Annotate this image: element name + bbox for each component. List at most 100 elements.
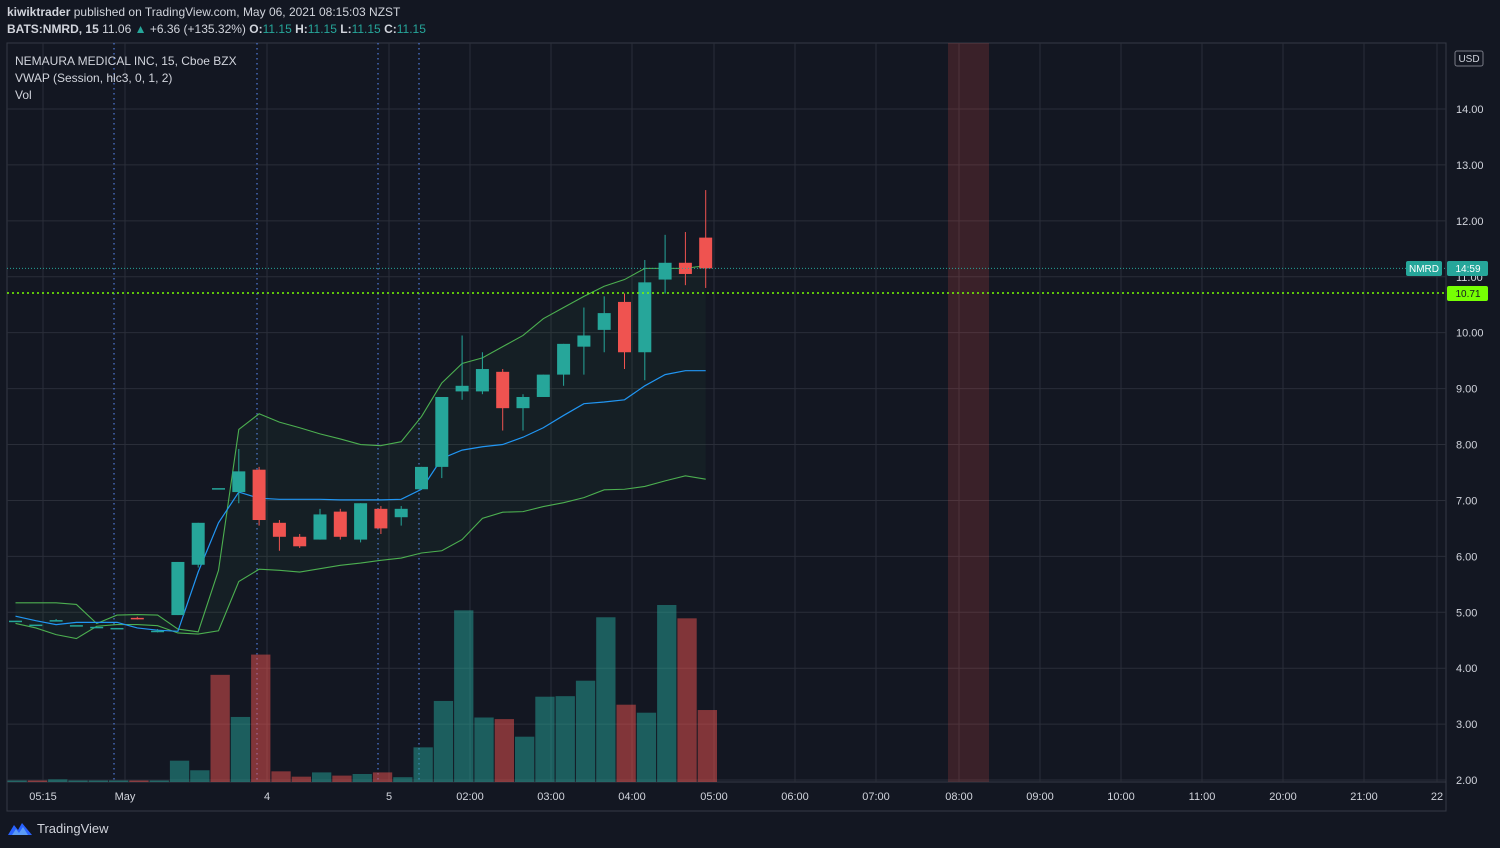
- candle-body: [597, 313, 611, 330]
- volume-bar: [433, 700, 454, 782]
- candle-body: [212, 488, 225, 490]
- price-tick-label: 2.00: [1456, 775, 1477, 787]
- volume-bar: [312, 772, 332, 782]
- time-tick-label: 02:00: [456, 791, 484, 803]
- candle-body: [9, 620, 22, 623]
- candle-body: [455, 385, 469, 392]
- ohlc-header: BATS:NMRD, 15 11.06 ▲ +6.36 (+135.32%) O…: [7, 22, 426, 36]
- time-tick-label: 11:00: [1189, 791, 1216, 803]
- volume-bar: [697, 710, 717, 782]
- volume-bar: [555, 696, 575, 782]
- candle-body: [638, 282, 652, 353]
- candle-body: [293, 536, 307, 547]
- price-tick-label: 12.00: [1456, 216, 1484, 228]
- open-value: 11.15: [262, 22, 292, 36]
- candle-body: [191, 522, 205, 565]
- legend-title: NEMAURA MEDICAL INC, 15, Cboe BZX: [15, 54, 237, 68]
- volume-bar: [616, 704, 636, 782]
- volume-bar: [109, 780, 129, 782]
- currency-box[interactable]: [1454, 50, 1484, 67]
- low-value: 11.15: [351, 22, 381, 36]
- candle-body: [252, 469, 266, 521]
- candle-body: [374, 508, 388, 529]
- candle-body: [516, 396, 530, 409]
- candle-body: [90, 626, 104, 629]
- high-label: H:: [295, 22, 308, 36]
- volume-bar: [372, 772, 393, 782]
- volume-bar: [7, 780, 27, 782]
- time-tick-label: 06:00: [781, 791, 809, 803]
- candle-body: [577, 335, 591, 347]
- tradingview-footer[interactable]: TradingView: [7, 820, 109, 836]
- volume-bar: [251, 654, 271, 782]
- volume-bar: [636, 712, 657, 782]
- volume-bar: [515, 736, 535, 782]
- candle-body: [232, 471, 246, 493]
- grid-lines: [7, 43, 1446, 782]
- candle-body: [435, 396, 449, 467]
- price-tick-label: 14.00: [1456, 104, 1484, 116]
- close-value: 11.15: [396, 22, 426, 36]
- candle-body: [536, 374, 550, 397]
- candle-body: [313, 514, 327, 540]
- tradingview-brand: TradingView: [37, 820, 109, 836]
- high-value: 11.15: [307, 22, 337, 36]
- volume-bar: [393, 777, 413, 782]
- lower-band-line: [15, 475, 706, 640]
- time-tick-label: 21:00: [1350, 791, 1378, 803]
- volume-bar: [68, 780, 88, 782]
- candle-body: [272, 522, 286, 537]
- highlight-zone: [948, 43, 989, 782]
- volume-bars: [7, 605, 717, 782]
- volume-bar: [575, 680, 596, 782]
- candle-body: [29, 624, 43, 627]
- candle-body: [394, 508, 408, 518]
- volume-bar: [413, 747, 433, 782]
- candle-body: [658, 262, 672, 280]
- volume-bar: [129, 780, 149, 782]
- time-tick-label: 09:00: [1026, 791, 1054, 803]
- time-tick-label: 07:00: [862, 791, 890, 803]
- time-tick-label: 05:15: [29, 791, 57, 803]
- symbol-interval: BATS:NMRD, 15: [7, 22, 99, 36]
- last-price: 11.06: [102, 22, 132, 36]
- candle-body: [69, 625, 83, 627]
- candle-body: [333, 511, 347, 537]
- price-tick-label: 7.00: [1456, 495, 1477, 507]
- price-tick-label: 9.00: [1456, 384, 1477, 396]
- currency-label: USD: [1458, 54, 1479, 65]
- volume-bar: [677, 618, 697, 782]
- volume-bar: [210, 674, 230, 782]
- volume-bar: [230, 716, 251, 782]
- price-tick-label: 10.00: [1456, 328, 1484, 340]
- time-tick-label: 22: [1431, 791, 1443, 803]
- publish-header: kiwiktrader published on TradingView.com…: [7, 5, 400, 19]
- price-change: +6.36 (+135.32%): [149, 22, 246, 36]
- time-tick-label: 20:00: [1269, 791, 1297, 803]
- tradingview-logo-icon: [8, 823, 32, 835]
- volume-bar: [149, 780, 169, 782]
- price-tick-label: 5.00: [1456, 607, 1477, 619]
- time-tick-label: 5: [386, 791, 392, 803]
- volume-bar: [332, 775, 352, 782]
- change-up-arrow-icon: ▲: [134, 22, 147, 36]
- low-label: L:: [340, 22, 352, 36]
- time-tick-label: 05:00: [700, 791, 728, 803]
- published-text: published on TradingView.com, May 06, 20…: [73, 5, 401, 19]
- candle-body: [699, 237, 713, 269]
- candles: [9, 190, 713, 633]
- price-tick-label: 3.00: [1456, 719, 1477, 731]
- author-name[interactable]: kiwiktrader: [7, 5, 71, 19]
- volume-bar: [48, 779, 68, 782]
- time-tick-label: 04:00: [618, 791, 646, 803]
- time-tick-label: 08:00: [945, 791, 973, 803]
- price-tick-label: 13.00: [1456, 160, 1484, 172]
- legend-vol: Vol: [15, 88, 32, 102]
- time-tick-label: 03:00: [537, 791, 565, 803]
- volume-bar: [169, 760, 190, 782]
- legend-vwap: VWAP (Session, hlc3, 0, 1, 2): [15, 71, 172, 85]
- volume-bar: [596, 617, 616, 782]
- volume-bar: [657, 605, 677, 782]
- candle-body: [171, 561, 185, 616]
